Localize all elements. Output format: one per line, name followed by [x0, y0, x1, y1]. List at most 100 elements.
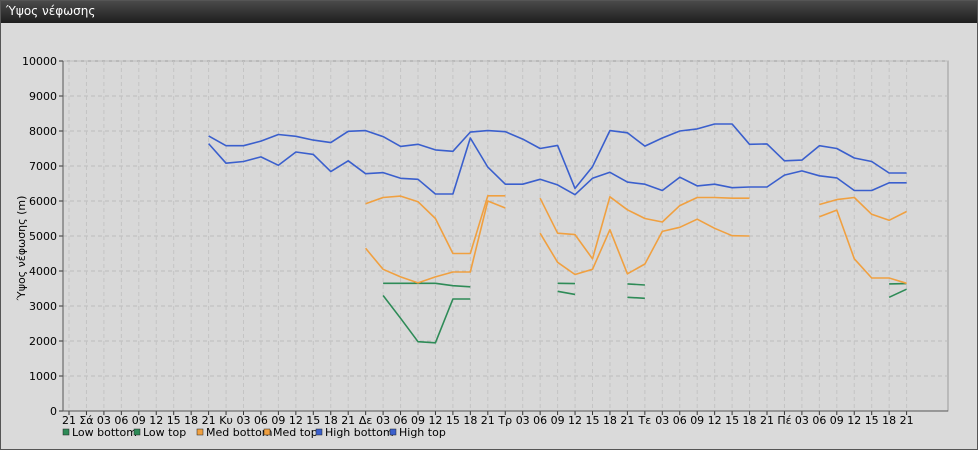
x-tick-label: 21	[202, 414, 216, 427]
series-line-segment	[819, 209, 907, 285]
x-tick-label: Τρ	[497, 414, 512, 427]
series-high-bottom	[208, 137, 907, 196]
y-tick-label: 8000	[29, 125, 57, 138]
x-tick-label: 06	[533, 414, 547, 427]
x-tick-label: 03	[97, 414, 111, 427]
legend-label: High top	[399, 426, 446, 439]
y-tick-label: 0	[50, 405, 57, 418]
y-tick-label: 9000	[29, 90, 57, 103]
y-tick-label: 2000	[29, 335, 57, 348]
x-tick-label: 12	[149, 414, 163, 427]
x-tick-label: Τε	[638, 414, 652, 427]
series-line-segment	[208, 137, 907, 196]
x-tick-label: 18	[743, 414, 757, 427]
series-line-segment	[383, 282, 471, 288]
x-tick-label: 09	[690, 414, 704, 427]
x-tick-label: 15	[446, 414, 460, 427]
x-tick-label: 15	[586, 414, 600, 427]
x-tick-label: 06	[254, 414, 268, 427]
legend-label: Med bottom	[206, 426, 273, 439]
legend-label: Low bottom	[72, 426, 137, 439]
series-line-segment	[382, 295, 471, 344]
x-tick-label: 03	[237, 414, 251, 427]
x-tick-label: 09	[411, 414, 425, 427]
legend-swatch	[389, 428, 397, 436]
x-tick-label: 12	[708, 414, 722, 427]
series-line-segment	[627, 296, 645, 300]
x-tick-label: 21	[341, 414, 355, 427]
x-tick-label: 15	[306, 414, 320, 427]
series-line-segment	[539, 196, 750, 260]
series-line-segment	[888, 288, 907, 299]
y-axis: 0 1000 2000 3000 4000 5000 6000 7000 8000 9000 100…	[22, 55, 64, 418]
x-tick-label: 03	[655, 414, 669, 427]
window-titlebar: Ύψος νέφωσης	[1, 1, 977, 23]
chart-panel: 0 1000 2000 3000 4000 5000 6000 7000 8000 9000 100…	[1, 23, 977, 449]
x-tick-label: 12	[428, 414, 442, 427]
x-tick-label: 21	[900, 414, 914, 427]
x-tick-label: 03	[376, 414, 390, 427]
x-tick-label: Σά	[79, 414, 93, 427]
y-tick-label: 6000	[29, 195, 57, 208]
x-tick-label: 21	[62, 414, 76, 427]
y-tick-label: 1000	[29, 370, 57, 383]
x-tick-label: 15	[725, 414, 739, 427]
y-tick-label: 3000	[29, 300, 57, 313]
x-tick-label: 18	[882, 414, 896, 427]
legend: Low bottom Low top Med bottom Med top High b…	[62, 426, 446, 439]
x-tick-label: 12	[847, 414, 861, 427]
x-tick-label: 18	[463, 414, 477, 427]
x-tick-label: 03	[795, 414, 809, 427]
series-line-segment	[365, 195, 506, 255]
legend-label: High bottom	[325, 426, 394, 439]
x-tick-label: 09	[271, 414, 285, 427]
y-tick-label: 5000	[29, 230, 57, 243]
x-tick-label: 21	[620, 414, 634, 427]
x-tick-label: 06	[673, 414, 687, 427]
y-axis-label: Ύψος νέφωσης (m)	[15, 196, 28, 302]
x-tick-label: 18	[184, 414, 198, 427]
x-tick-label: 18	[603, 414, 617, 427]
legend-swatch	[62, 428, 70, 436]
line-chart: 0 1000 2000 3000 4000 5000 6000 7000 8000 9000 100…	[15, 55, 949, 439]
x-tick-label: 15	[167, 414, 181, 427]
series-line-segment	[557, 290, 576, 296]
series-line-segment	[539, 218, 750, 276]
x-tick-label: 12	[289, 414, 303, 427]
series-lines	[208, 123, 907, 344]
x-tick-label: 12	[568, 414, 582, 427]
series-low-top	[383, 282, 907, 288]
legend-swatch	[263, 428, 271, 436]
x-tick-label: 15	[865, 414, 879, 427]
series-line-segment	[364, 200, 506, 284]
x-axis: 21 Σά 03 06 09 12 15 18 21 Κυ 03 06 09 12 15 18 21 Δε 03 06…	[62, 410, 948, 427]
x-tick-label: Δε	[359, 414, 373, 427]
series-low-bottom	[382, 288, 907, 344]
series-line-segment	[627, 283, 645, 286]
y-tick-label: 7000	[29, 160, 57, 173]
y-tick-label: 4000	[29, 265, 57, 278]
x-tick-label: 06	[812, 414, 826, 427]
x-tick-label: 03	[516, 414, 530, 427]
x-tick-label: 06	[394, 414, 408, 427]
x-tick-label: 21	[481, 414, 495, 427]
legend-swatch	[133, 428, 141, 436]
x-tick-label: 06	[114, 414, 128, 427]
series-high-top	[208, 123, 907, 190]
x-tick-label: 21	[760, 414, 774, 427]
series-med-top	[365, 195, 907, 260]
y-tick-label: 10000	[22, 55, 57, 68]
x-tick-label: Κυ	[219, 414, 233, 427]
window-title: Ύψος νέφωσης	[6, 4, 96, 18]
x-tick-label: 09	[132, 414, 146, 427]
legend-label: Low top	[143, 426, 186, 439]
series-line-segment	[819, 196, 907, 222]
legend-swatch	[315, 428, 323, 436]
series-med-bottom	[364, 200, 907, 285]
series-line-segment	[208, 123, 907, 190]
x-tick-label: Πέ	[777, 414, 791, 427]
x-tick-label: 18	[324, 414, 338, 427]
x-tick-label: 09	[830, 414, 844, 427]
legend-label: Med top	[273, 426, 318, 439]
